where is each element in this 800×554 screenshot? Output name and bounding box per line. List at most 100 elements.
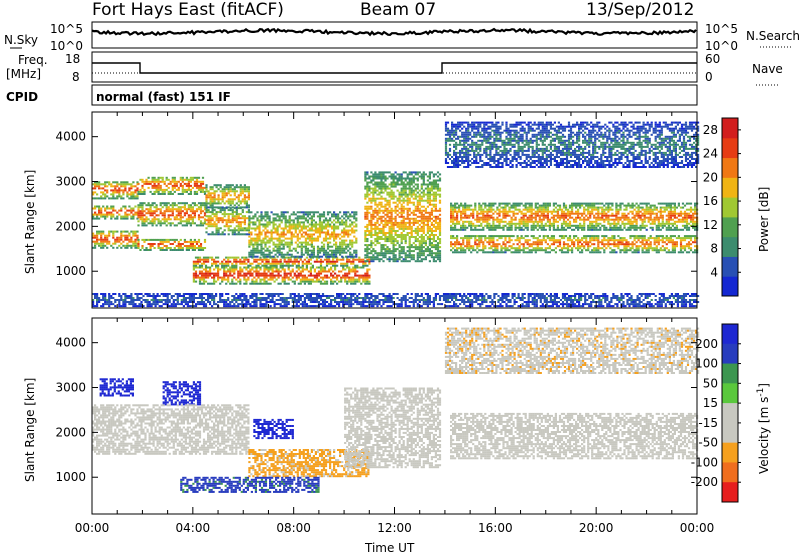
power-cell <box>184 245 186 247</box>
power-cell <box>297 215 299 217</box>
power-cell <box>413 192 415 194</box>
power-cell <box>535 251 537 253</box>
power-cell <box>184 204 186 206</box>
power-cell <box>233 271 235 273</box>
power-cell <box>345 224 347 226</box>
power-cell <box>403 228 405 230</box>
power-cell <box>425 256 427 258</box>
power-cell <box>301 246 303 248</box>
power-cell <box>525 205 527 207</box>
power-cell <box>355 219 357 221</box>
power-cell <box>498 237 500 239</box>
power-cell <box>240 225 242 227</box>
power-cell <box>372 210 374 212</box>
power-cell <box>431 210 433 212</box>
power-cell <box>238 221 240 223</box>
power-cell <box>222 194 224 196</box>
power-cell <box>437 222 439 224</box>
power-cell <box>557 211 559 213</box>
power-cell <box>464 237 466 239</box>
power-cell <box>437 194 439 196</box>
power-cell <box>108 214 110 216</box>
power-cell <box>399 212 401 214</box>
power-cell <box>94 243 96 245</box>
power-cell <box>174 204 176 206</box>
power-cell <box>415 214 417 216</box>
power-cell <box>176 210 178 212</box>
power-cell <box>235 269 237 271</box>
power-cell <box>152 212 154 214</box>
freq-left-tick-bottom: 8 <box>72 70 80 84</box>
power-cell <box>278 269 280 271</box>
power-cell <box>482 209 484 211</box>
power-cell <box>571 209 573 211</box>
power-cell <box>366 208 368 210</box>
power-cell <box>519 209 521 211</box>
power-cell <box>231 267 233 269</box>
power-cell <box>421 236 423 238</box>
power-cell <box>209 273 211 275</box>
power-cell <box>401 173 403 175</box>
power-cell <box>310 259 312 261</box>
power-cell <box>114 191 116 193</box>
power-cell <box>143 214 145 216</box>
power-cell <box>338 259 340 261</box>
power-cell <box>405 218 407 220</box>
power-cell <box>484 211 486 213</box>
power-cell <box>288 277 290 279</box>
power-cell <box>527 227 529 229</box>
power-cell <box>180 210 182 212</box>
power-cell <box>318 271 320 273</box>
power-cell <box>476 225 478 227</box>
power-cell <box>317 256 319 258</box>
power-cell <box>496 225 498 227</box>
power-cell <box>272 277 274 279</box>
power-cell <box>506 223 508 225</box>
power-cell <box>393 226 395 228</box>
power-cell <box>112 235 114 237</box>
power-cell <box>496 245 498 247</box>
power-cell <box>231 265 233 267</box>
power-cell <box>280 263 282 265</box>
power-cell <box>148 177 150 179</box>
power-cell <box>547 219 549 221</box>
power-cell <box>319 234 321 236</box>
power-cell <box>399 252 401 254</box>
power-cell <box>339 234 341 236</box>
power-cell <box>368 212 370 214</box>
power-cell <box>218 227 220 229</box>
power-cell <box>553 205 555 207</box>
power-cell <box>374 190 376 192</box>
power-cell <box>222 188 224 190</box>
power-cell <box>193 265 195 267</box>
power-cell <box>389 260 391 262</box>
power-cell <box>226 192 228 194</box>
power-cell <box>500 235 502 237</box>
power-cell <box>380 222 382 224</box>
power-cell <box>251 275 253 277</box>
power-cell <box>342 265 344 267</box>
power-cell <box>212 200 214 202</box>
power-cell <box>200 245 202 247</box>
power-cell <box>559 241 561 243</box>
power-cell <box>389 206 391 208</box>
power-cell <box>128 197 130 199</box>
power-cell <box>380 198 382 200</box>
power-cell <box>470 245 472 247</box>
power-cell <box>498 211 500 213</box>
power-cell <box>348 281 350 283</box>
power-cell <box>219 283 221 285</box>
power-cell <box>439 190 441 192</box>
power-cell <box>407 204 409 206</box>
power-cell <box>248 244 250 246</box>
power-cell <box>130 216 132 218</box>
power-cell <box>339 238 341 240</box>
power-cell <box>252 248 254 250</box>
power-cell <box>519 227 521 229</box>
power-cell <box>523 251 525 253</box>
power-cell <box>100 208 102 210</box>
power-cell <box>349 252 351 254</box>
power-cell <box>415 188 417 190</box>
power-cell <box>519 221 521 223</box>
power-cell <box>166 220 168 222</box>
